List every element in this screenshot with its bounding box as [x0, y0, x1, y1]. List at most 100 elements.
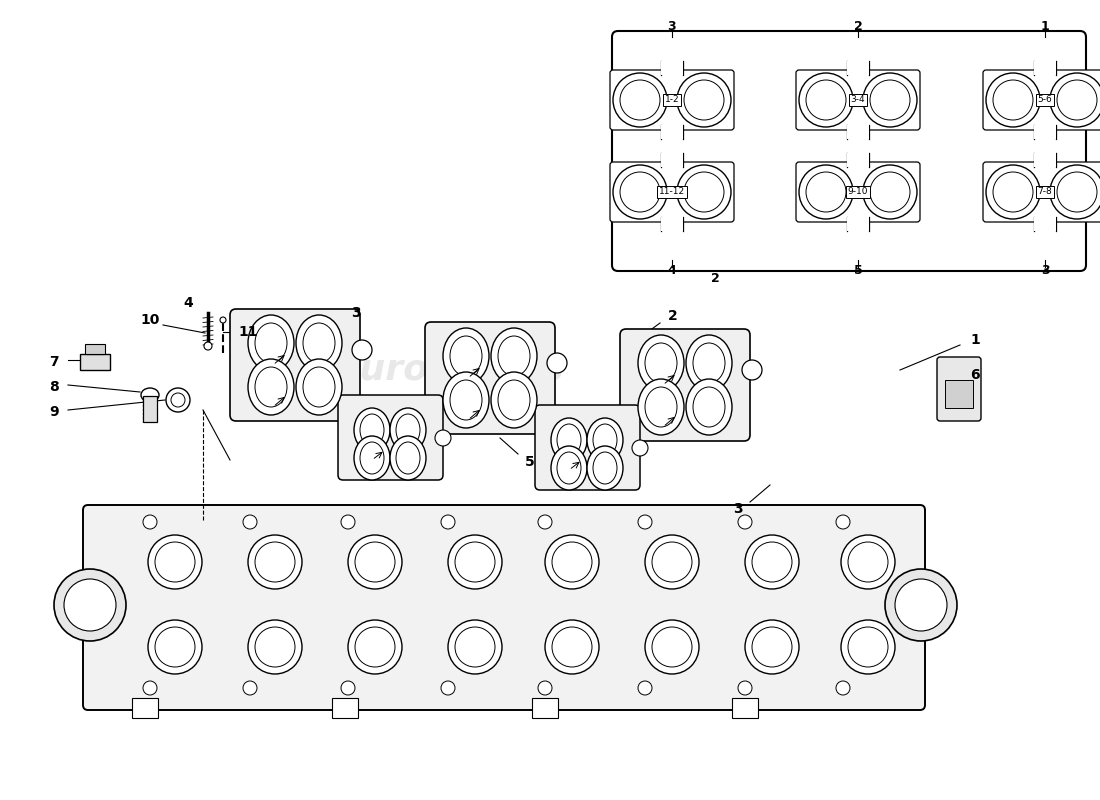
Text: 1: 1	[1041, 19, 1049, 33]
FancyBboxPatch shape	[338, 395, 443, 480]
Bar	[532, 698, 558, 718]
Ellipse shape	[587, 446, 623, 490]
Ellipse shape	[443, 372, 490, 428]
Text: 6: 6	[970, 368, 980, 382]
Ellipse shape	[587, 418, 623, 462]
Circle shape	[870, 172, 910, 212]
Bar	[132, 698, 158, 718]
Circle shape	[836, 681, 850, 695]
Circle shape	[993, 80, 1033, 120]
Bar	[1034, 125, 1056, 139]
Circle shape	[155, 627, 195, 667]
Circle shape	[638, 515, 652, 529]
Circle shape	[799, 73, 853, 127]
Bar	[332, 698, 358, 718]
Circle shape	[613, 165, 667, 219]
Text: eurospares: eurospares	[268, 539, 531, 581]
Circle shape	[1050, 73, 1100, 127]
Ellipse shape	[354, 408, 390, 452]
Circle shape	[441, 515, 455, 529]
Circle shape	[1057, 80, 1097, 120]
Bar	[1034, 217, 1056, 231]
Text: 3: 3	[1041, 265, 1049, 278]
Circle shape	[1050, 165, 1100, 219]
Text: 1-2: 1-2	[664, 95, 680, 105]
Bar	[945, 380, 974, 408]
Circle shape	[220, 317, 225, 323]
Circle shape	[752, 542, 792, 582]
Text: 7: 7	[50, 355, 58, 369]
Bar	[661, 217, 683, 231]
Text: 9-10: 9-10	[848, 187, 868, 197]
Circle shape	[738, 515, 752, 529]
Circle shape	[806, 172, 846, 212]
Ellipse shape	[390, 408, 426, 452]
Ellipse shape	[248, 315, 294, 371]
Circle shape	[752, 627, 792, 667]
Ellipse shape	[296, 359, 342, 415]
Ellipse shape	[693, 343, 725, 383]
Circle shape	[544, 535, 600, 589]
Ellipse shape	[390, 436, 426, 480]
Circle shape	[895, 579, 947, 631]
Ellipse shape	[255, 367, 287, 407]
Circle shape	[348, 620, 402, 674]
Ellipse shape	[498, 380, 530, 420]
Circle shape	[155, 542, 195, 582]
Circle shape	[799, 165, 853, 219]
Ellipse shape	[491, 372, 537, 428]
Circle shape	[676, 73, 732, 127]
Circle shape	[248, 620, 302, 674]
Ellipse shape	[645, 387, 676, 427]
Circle shape	[441, 681, 455, 695]
FancyBboxPatch shape	[620, 329, 750, 441]
Circle shape	[544, 620, 600, 674]
FancyBboxPatch shape	[983, 70, 1100, 130]
Bar	[661, 153, 683, 167]
Text: 3: 3	[668, 19, 676, 33]
Circle shape	[547, 353, 567, 373]
Circle shape	[352, 340, 372, 360]
Circle shape	[243, 515, 257, 529]
Text: 8: 8	[50, 380, 59, 394]
Circle shape	[638, 681, 652, 695]
Ellipse shape	[450, 380, 482, 420]
FancyBboxPatch shape	[425, 322, 556, 434]
Circle shape	[652, 542, 692, 582]
FancyBboxPatch shape	[230, 309, 360, 421]
Circle shape	[341, 515, 355, 529]
Bar	[143, 396, 157, 422]
Circle shape	[986, 165, 1040, 219]
Ellipse shape	[557, 424, 581, 456]
Text: 4: 4	[668, 265, 676, 278]
Circle shape	[552, 542, 592, 582]
Circle shape	[842, 620, 895, 674]
Ellipse shape	[551, 418, 587, 462]
Circle shape	[676, 165, 732, 219]
Circle shape	[248, 535, 302, 589]
Circle shape	[455, 627, 495, 667]
Circle shape	[455, 542, 495, 582]
Circle shape	[645, 620, 698, 674]
Circle shape	[434, 430, 451, 446]
FancyBboxPatch shape	[610, 70, 734, 130]
Circle shape	[538, 681, 552, 695]
Ellipse shape	[498, 336, 530, 376]
Ellipse shape	[302, 323, 336, 363]
Circle shape	[842, 535, 895, 589]
Circle shape	[745, 535, 799, 589]
Circle shape	[684, 80, 724, 120]
Ellipse shape	[396, 414, 420, 446]
FancyBboxPatch shape	[612, 31, 1086, 271]
FancyBboxPatch shape	[796, 70, 920, 130]
Circle shape	[143, 515, 157, 529]
Text: 11: 11	[239, 325, 257, 339]
Circle shape	[652, 627, 692, 667]
FancyBboxPatch shape	[937, 357, 981, 421]
Circle shape	[143, 681, 157, 695]
Ellipse shape	[638, 379, 684, 435]
Circle shape	[864, 73, 917, 127]
Ellipse shape	[396, 442, 420, 474]
Ellipse shape	[551, 446, 587, 490]
Text: 3: 3	[351, 306, 361, 320]
